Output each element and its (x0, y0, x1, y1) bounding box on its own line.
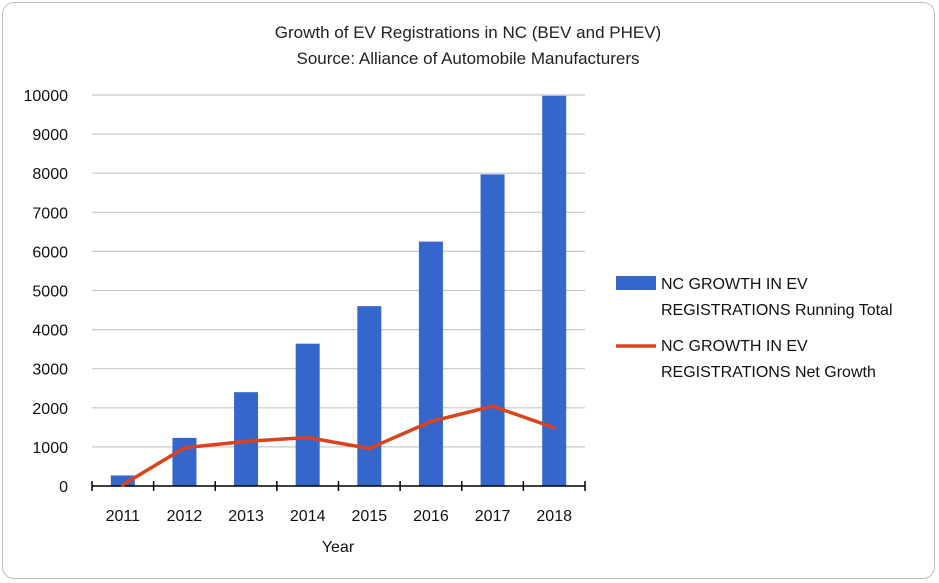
bar (234, 392, 259, 486)
legend: NC GROWTH IN EV REGISTRATIONS Running Tot… (616, 276, 893, 381)
bar (357, 306, 382, 486)
bar-series (110, 95, 567, 487)
x-tick-label: 2017 (475, 508, 511, 525)
x-tick-label: 2013 (228, 508, 264, 525)
net-growth-line (121, 404, 556, 487)
y-tick-label: 3000 (32, 362, 68, 379)
y-tick-label: 9000 (32, 127, 68, 144)
bar (110, 475, 135, 486)
legend-label-net-growth: NC GROWTH IN EV (661, 338, 808, 355)
line-series (121, 404, 556, 487)
y-tick-label: 4000 (32, 323, 68, 340)
bar (542, 95, 567, 487)
x-tick-label: 2015 (352, 508, 388, 525)
bar (480, 174, 505, 487)
bar (295, 343, 320, 486)
y-axis-ticks: 0 1000 2000 3000 4000 5000 6000 7000 8000 9000 100… (24, 88, 69, 496)
legend-swatch-running-total (616, 276, 656, 290)
x-tick-label: 2012 (167, 508, 203, 525)
x-axis-title: Year (322, 539, 355, 556)
y-tick-label: 0 (59, 479, 68, 496)
x-tick-label: 2016 (413, 508, 449, 525)
legend-label-net-growth: REGISTRATIONS Net Growth (661, 364, 876, 381)
y-tick-label: 7000 (32, 205, 68, 222)
x-tick-label: 2011 (106, 508, 141, 525)
y-tick-label: 8000 (32, 166, 68, 183)
y-tick-label: 5000 (32, 284, 68, 301)
y-tick-label: 6000 (32, 244, 68, 261)
y-tick-label: 1000 (32, 440, 68, 457)
x-axis-labels: 2011 2012 2013 2014 2015 2016 2017 2018 (106, 508, 572, 525)
x-tick-label: 2018 (536, 508, 572, 525)
legend-label-running-total: NC GROWTH IN EV (661, 276, 808, 293)
legend-label-running-total: REGISTRATIONS Running Total (661, 302, 893, 319)
x-axis (91, 481, 586, 491)
chart-subtitle: Source: Alliance of Automobile Manufactu… (296, 49, 639, 68)
x-tick-label: 2014 (290, 508, 326, 525)
y-tick-label: 2000 (32, 401, 68, 418)
bar (418, 241, 443, 486)
y-tick-label: 10000 (24, 88, 69, 105)
chart-title: Growth of EV Registrations in NC (BEV an… (275, 23, 661, 42)
gridlines (92, 94, 585, 448)
